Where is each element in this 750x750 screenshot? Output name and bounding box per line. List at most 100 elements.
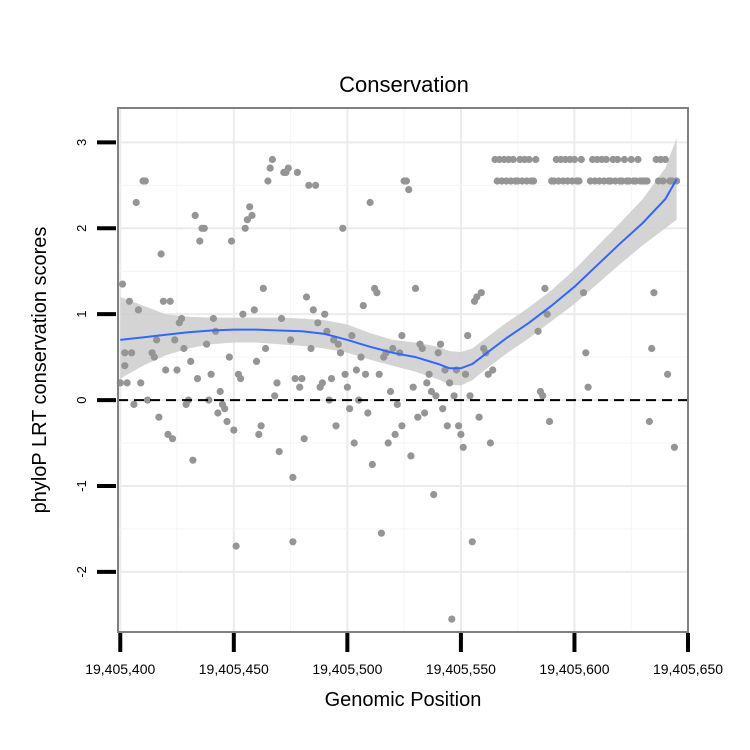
- smooth-line-layer: [120, 178, 678, 370]
- data-point: [486, 439, 494, 447]
- data-point: [427, 387, 435, 396]
- chart-title: Conservation: [339, 72, 469, 97]
- data-point: [200, 224, 208, 232]
- data-point: [243, 216, 251, 224]
- data-point: [134, 306, 142, 314]
- data-point: [418, 344, 426, 353]
- data-point: [277, 314, 286, 323]
- data-point: [425, 370, 433, 378]
- data-point: [250, 306, 258, 314]
- data-point: [409, 383, 417, 391]
- data-point: [187, 357, 195, 365]
- data-point: [509, 155, 517, 164]
- data-point: [543, 310, 551, 318]
- x-tick-label: 19,405,400: [85, 661, 155, 677]
- data-point: [577, 155, 585, 164]
- data-point: [366, 198, 374, 207]
- data-point: [321, 310, 329, 318]
- data-point: [180, 344, 188, 353]
- data-point: [273, 379, 281, 387]
- data-point: [530, 177, 538, 185]
- x-axis: 19,405,400 19,405,450 19,405,500 19,405,550…: [85, 633, 723, 677]
- data-point: [648, 344, 656, 353]
- data-point: [223, 417, 231, 426]
- data-point: [168, 435, 177, 443]
- x-tick-label: 19,405,500: [312, 661, 382, 677]
- data-point: [389, 344, 397, 353]
- data-point: [643, 177, 651, 185]
- data-point: [132, 198, 140, 207]
- data-point: [398, 332, 406, 340]
- data-point: [411, 284, 420, 292]
- data-point: [414, 413, 422, 421]
- data-point: [178, 314, 186, 323]
- confidence-ribbon: [120, 138, 677, 386]
- data-point: [375, 370, 383, 378]
- data-point: [398, 422, 406, 430]
- data-point: [330, 336, 338, 344]
- data-point: [402, 177, 410, 185]
- data-point: [300, 435, 308, 443]
- data-point: [584, 383, 592, 391]
- data-point: [173, 366, 181, 374]
- panel-border: [117, 107, 689, 633]
- data-point: [196, 237, 204, 245]
- x-tick-label: 19,405,550: [426, 661, 496, 677]
- data-point: [430, 491, 438, 499]
- data-point: [484, 370, 492, 378]
- data-point: [343, 383, 351, 391]
- data-point: [446, 379, 454, 387]
- data-point: [232, 542, 240, 550]
- smooth-line: [120, 178, 678, 370]
- data-point: [541, 284, 549, 292]
- data-point: [436, 340, 445, 348]
- data-point: [661, 155, 669, 164]
- data-point: [534, 327, 542, 335]
- data-point: [532, 155, 540, 164]
- data-point: [314, 319, 322, 327]
- data-point: [575, 177, 583, 185]
- data-point: [246, 203, 254, 211]
- data-point: [659, 177, 667, 185]
- data-point: [439, 405, 447, 413]
- data-point: [386, 387, 395, 396]
- data-point: [336, 349, 345, 357]
- data-point: [312, 181, 320, 189]
- data-point: [216, 387, 224, 396]
- data-point: [339, 224, 347, 232]
- data-point: [237, 375, 245, 383]
- data-point: [434, 349, 442, 357]
- data-point: [305, 181, 313, 189]
- data-point: [421, 409, 429, 417]
- data-point: [141, 177, 149, 185]
- data-point: [227, 237, 236, 245]
- data-point: [209, 314, 217, 323]
- data-point: [602, 155, 610, 164]
- data-point: [153, 336, 161, 344]
- data-point: [257, 422, 265, 430]
- data-point: [350, 439, 358, 447]
- data-point: [650, 289, 658, 297]
- data-point: [332, 422, 340, 430]
- data-point: [266, 164, 274, 172]
- data-points-layer: [116, 155, 681, 623]
- data-point: [159, 297, 167, 305]
- data-point: [289, 538, 297, 546]
- data-point: [221, 405, 229, 413]
- data-point: [614, 155, 622, 164]
- data-point: [475, 413, 483, 421]
- data-point: [377, 529, 385, 537]
- x-axis-label: Genomic Position: [325, 689, 482, 711]
- data-point: [334, 340, 342, 348]
- confidence-ribbon-layer: [120, 138, 677, 386]
- data-point: [259, 284, 267, 292]
- data-point: [473, 293, 481, 301]
- y-axis: -2 -1 0 1 2 3: [74, 139, 116, 578]
- data-point: [230, 426, 238, 434]
- data-point: [432, 392, 440, 400]
- data-point: [448, 615, 456, 623]
- data-point: [373, 289, 381, 297]
- data-point: [539, 392, 547, 400]
- data-point: [205, 396, 213, 404]
- data-point: [405, 186, 413, 194]
